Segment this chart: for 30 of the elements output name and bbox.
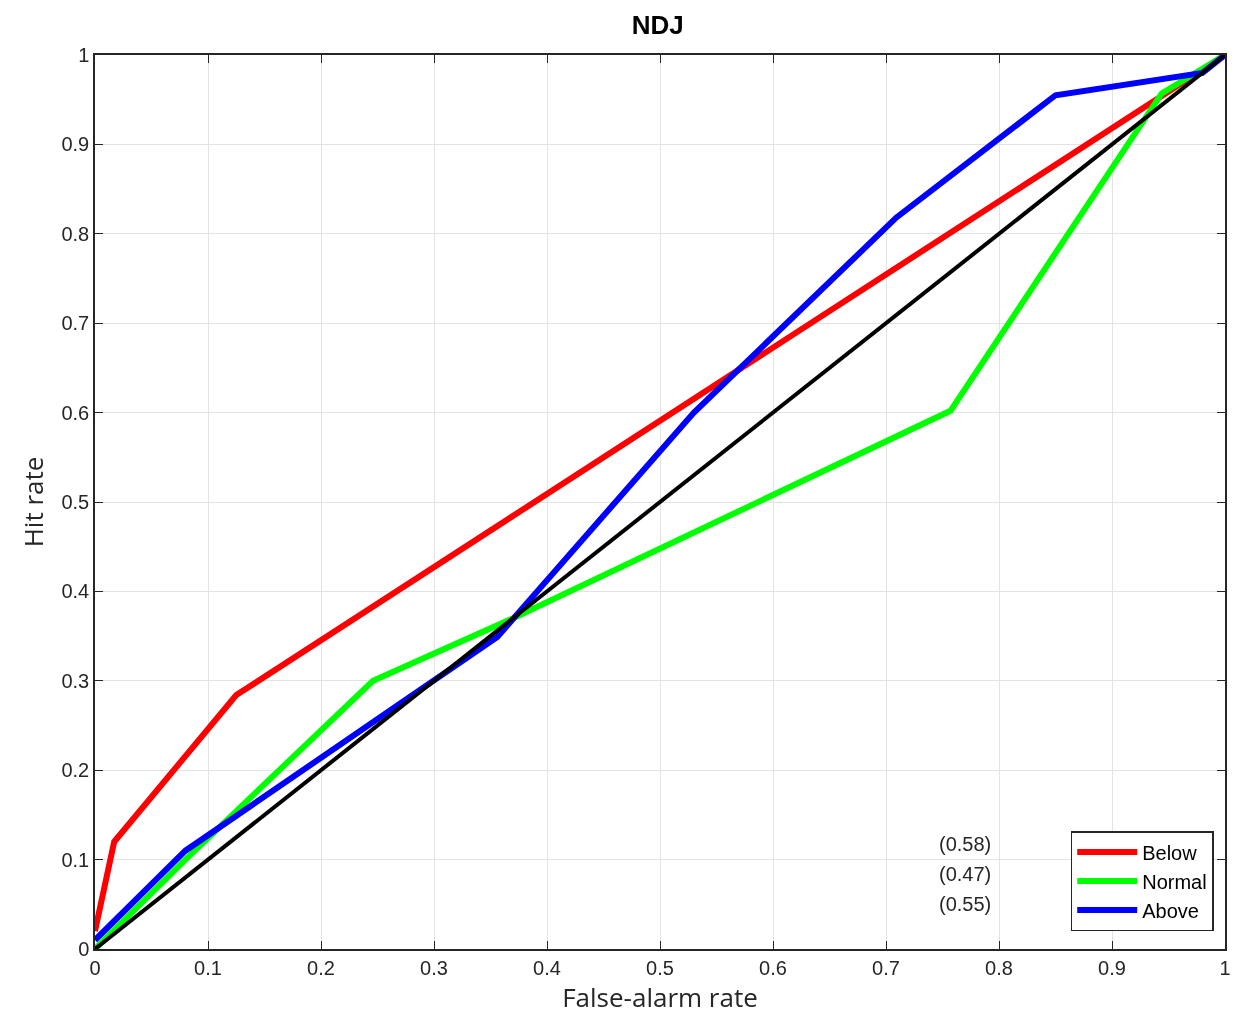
x-tick-label: 0.6 bbox=[759, 956, 787, 979]
chart-title: NDJ bbox=[631, 9, 684, 40]
y-tick-label: 0.3 bbox=[61, 669, 90, 692]
x-tick-label: 1 bbox=[1219, 956, 1231, 979]
legend-label: Above bbox=[1142, 899, 1199, 922]
y-tick-label: 0.7 bbox=[61, 312, 90, 335]
x-tick-label: 0.5 bbox=[646, 956, 674, 979]
annotation: (0.47) bbox=[939, 863, 992, 885]
y-tick-label: 0.1 bbox=[61, 848, 90, 871]
y-tick-label: 0.6 bbox=[61, 401, 90, 424]
legend-label: Below bbox=[1142, 841, 1198, 864]
y-tick-label: 0.5 bbox=[61, 491, 90, 513]
y-tick-label: 0 bbox=[78, 938, 90, 960]
y-tick-label: 1 bbox=[78, 44, 90, 66]
y-tick-label: 0.8 bbox=[61, 222, 90, 245]
x-tick-label: 0.1 bbox=[194, 956, 222, 979]
y-tick-label: 0.9 bbox=[61, 133, 90, 156]
y-tick-label: 0.4 bbox=[61, 580, 90, 603]
y-axis-title: Hit rate bbox=[15, 456, 52, 548]
x-tick-label: 0.8 bbox=[985, 956, 1013, 979]
x-tick-label: 0.3 bbox=[420, 956, 448, 979]
legend-label: Normal bbox=[1142, 870, 1207, 893]
x-tick-label: 0.4 bbox=[533, 956, 561, 979]
y-tick-label: 0.2 bbox=[61, 759, 90, 782]
x-tick-label: 0.2 bbox=[307, 956, 335, 979]
annotation: (0.55) bbox=[939, 893, 992, 915]
x-tick-label: 0.9 bbox=[1098, 956, 1126, 979]
x-tick-label: 0.7 bbox=[872, 956, 900, 979]
annotation: (0.58) bbox=[939, 833, 992, 855]
x-axis-title: False-alarm rate bbox=[562, 978, 758, 1015]
